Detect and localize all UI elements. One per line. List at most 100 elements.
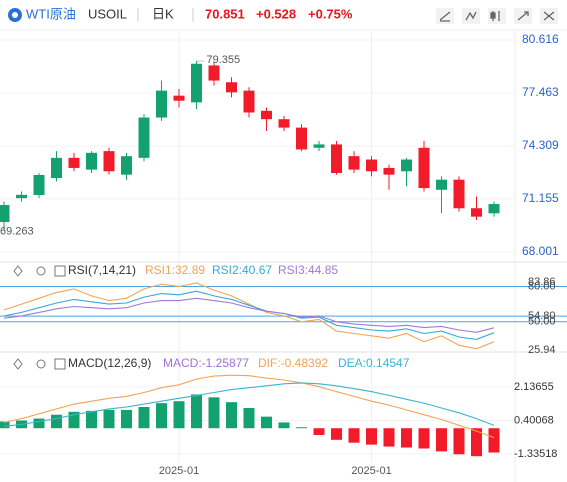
- candle-body: [401, 159, 412, 172]
- high-annotation: 79.355: [207, 54, 241, 66]
- close-tool[interactable]: [540, 8, 558, 24]
- candle-body: [0, 205, 10, 223]
- x-tick-label: 2025-01: [159, 465, 199, 477]
- symbol-name[interactable]: WTI原油: [26, 6, 76, 21]
- candle-body: [86, 152, 97, 170]
- candle-body: [278, 119, 290, 128]
- macd-bar: [401, 428, 412, 448]
- legend-entry: RSI3:44.85: [278, 263, 338, 277]
- logo-dot: [12, 12, 18, 18]
- price: 70.851: [205, 6, 245, 21]
- candle-body: [68, 157, 80, 168]
- macd-bar: [103, 409, 115, 429]
- y-tick-label: 83.86: [528, 276, 556, 288]
- y-tick-label: 71.155: [522, 191, 559, 205]
- collapse-icon[interactable]: [13, 358, 23, 370]
- macd-bar: [243, 407, 255, 429]
- candle-body: [121, 156, 132, 175]
- rsi-title: RSI(7,14,21): [68, 263, 136, 277]
- macd-bar: [226, 402, 237, 429]
- candle-body: [156, 90, 167, 118]
- y-tick-label: 77.463: [522, 85, 559, 99]
- macd-bar: [51, 414, 62, 429]
- macd-bar: [471, 428, 482, 457]
- candle-body: [348, 156, 360, 170]
- change-pct: +0.75%: [308, 6, 353, 21]
- symbol-code: USOIL: [88, 6, 127, 21]
- candle-body: [488, 204, 500, 214]
- macd-title: MACD(12,26,9): [68, 356, 151, 370]
- macd-bar: [121, 409, 132, 429]
- draw-tool[interactable]: [436, 8, 454, 24]
- candle-body: [191, 63, 202, 103]
- candle-body: [331, 144, 342, 173]
- table-icon[interactable]: [54, 265, 66, 277]
- macd-bar: [68, 411, 80, 429]
- collapse-icon[interactable]: [13, 265, 23, 277]
- macd-line: [3, 382, 495, 427]
- candle-body: [313, 144, 325, 148]
- settings-icon[interactable]: [36, 266, 46, 276]
- candle-body: [138, 117, 150, 158]
- macd-bar: [366, 428, 377, 445]
- macd-bar: [453, 428, 465, 455]
- indicator-tool[interactable]: [462, 8, 480, 24]
- low-annotation: 69.263: [0, 226, 34, 238]
- y-tick-label: 0.40068: [514, 414, 554, 426]
- macd-bar: [418, 428, 430, 449]
- candle-body: [418, 147, 430, 189]
- x-tick-label: 2025-01: [351, 465, 391, 477]
- macd-line: [3, 374, 495, 439]
- rsi-line: [3, 297, 495, 333]
- macd-bar: [208, 397, 220, 429]
- rsi-line: [3, 290, 495, 340]
- candle-body: [51, 157, 62, 179]
- macd-bar: [173, 401, 185, 429]
- candle-body: [226, 82, 237, 93]
- change: +0.528: [256, 6, 296, 21]
- macd-bar: [436, 428, 447, 452]
- macd-bar: [138, 407, 150, 429]
- candle-body: [208, 65, 220, 81]
- y-tick-label: 80.00: [528, 280, 556, 292]
- candle-body: [366, 159, 377, 172]
- candle-body: [383, 167, 395, 175]
- rsi-line: [3, 282, 495, 350]
- candle-body: [33, 174, 45, 195]
- candle-body: [16, 194, 27, 199]
- table-icon[interactable]: [54, 358, 66, 370]
- macd-bar: [156, 403, 167, 429]
- legend-entry: RSI1:32.89: [145, 263, 205, 277]
- macd-bar: [488, 428, 500, 453]
- macd-bar: [331, 428, 342, 440]
- macd-bar: [0, 421, 10, 429]
- macd-bar: [261, 416, 272, 429]
- candle-body: [436, 179, 447, 190]
- y-tick-label: 80.616: [522, 32, 559, 46]
- y-tick-label: 2.13655: [514, 381, 554, 393]
- legend-entry: DEA:0.14547: [338, 356, 410, 370]
- candle-body: [173, 95, 185, 101]
- toolbar: [436, 8, 558, 24]
- macd-bar: [383, 428, 395, 447]
- candle-body: [103, 151, 115, 172]
- settings-icon[interactable]: [36, 359, 46, 369]
- macd-bar: [278, 422, 290, 429]
- macd-bar: [348, 428, 360, 443]
- legend-entry: RSI2:40.67: [212, 263, 272, 277]
- macd-bar: [86, 410, 97, 429]
- y-tick-label: 68.001: [522, 244, 559, 258]
- candle-body: [243, 90, 255, 113]
- expand-tool[interactable]: [514, 8, 532, 24]
- macd-bar: [313, 428, 325, 435]
- candle-body: [453, 179, 465, 209]
- macd-bar: [191, 394, 202, 429]
- candle-tool[interactable]: [488, 8, 506, 24]
- y-tick-label: 25.94: [528, 344, 556, 356]
- period[interactable]: 日K: [152, 6, 174, 21]
- y-tick-label: -1.33518: [514, 448, 557, 460]
- legend-entry: MACD:-1.25877: [163, 356, 249, 370]
- candle-body: [261, 110, 272, 120]
